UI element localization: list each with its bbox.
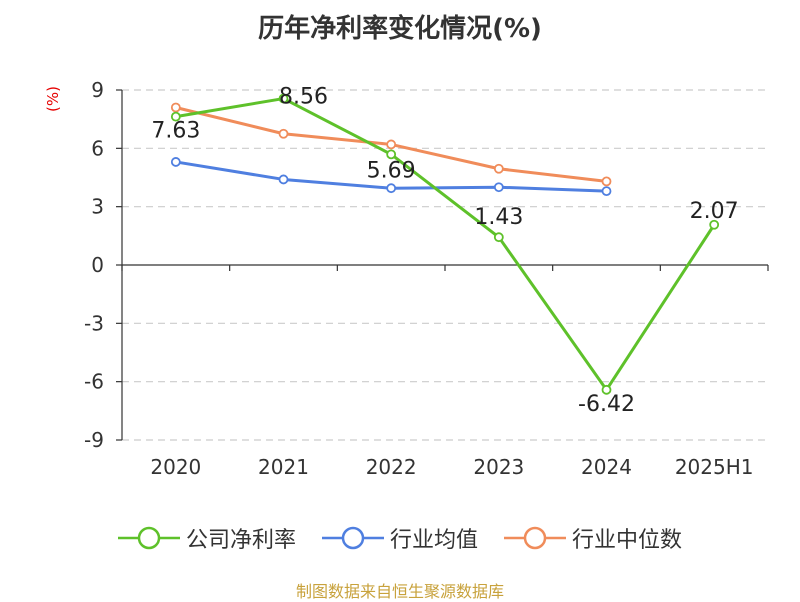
source-note: 制图数据来自恒生聚源数据库 xyxy=(295,582,504,601)
legend: 公司净利率 行业均值 行业中位数 xyxy=(0,522,800,554)
data-point xyxy=(601,186,612,197)
data-label: 2.07 xyxy=(690,199,739,224)
y-tick-label: -9 xyxy=(84,428,104,452)
y-tick-label: 9 xyxy=(91,78,104,102)
legend-item-industry-median[interactable]: 行业中位数 xyxy=(504,522,682,554)
x-tick-label: 2022 xyxy=(366,455,417,479)
legend-line-marker-icon xyxy=(117,526,180,550)
data-label: 8.56 xyxy=(279,85,328,110)
data-label: -6.42 xyxy=(578,392,635,417)
data-label: 1.43 xyxy=(474,205,523,230)
x-tick-label: 2024 xyxy=(581,455,632,479)
x-tick-label: 2021 xyxy=(258,455,309,479)
data-point xyxy=(170,102,181,113)
legend-item-net-margin[interactable]: 公司净利率 xyxy=(117,522,296,554)
y-tick-label: 0 xyxy=(91,253,104,277)
data-point xyxy=(493,182,504,193)
legend-line-marker-icon xyxy=(321,526,384,550)
y-tick-label: 6 xyxy=(91,136,104,160)
data-point xyxy=(278,93,289,104)
data-point xyxy=(386,149,397,160)
data-point xyxy=(709,219,720,230)
data-point xyxy=(170,111,181,122)
x-tick-label: 2023 xyxy=(473,455,524,479)
data-point xyxy=(493,232,504,243)
data-point xyxy=(386,139,397,150)
data-point xyxy=(601,384,612,395)
data-point xyxy=(386,183,397,194)
legend-label: 公司净利率 xyxy=(185,528,296,553)
legend-item-industry-mean[interactable]: 行业均值 xyxy=(321,522,478,554)
y-tick-label: 3 xyxy=(91,195,104,219)
data-point xyxy=(278,128,289,139)
data-point xyxy=(493,163,504,174)
y-tick-label: -3 xyxy=(84,311,104,335)
legend-label: 行业均值 xyxy=(389,528,478,553)
y-tick-label: -6 xyxy=(84,370,104,394)
series-line xyxy=(175,97,716,392)
data-point xyxy=(278,174,289,185)
x-tick-label: 2025H1 xyxy=(675,455,754,479)
legend-line-marker-icon xyxy=(504,526,566,550)
chart-title: 历年净利率变化情况(%) xyxy=(258,14,542,44)
data-label: 7.63 xyxy=(151,119,200,144)
x-tick-label: 2020 xyxy=(150,455,201,479)
data-label: 5.69 xyxy=(367,158,416,183)
data-point xyxy=(601,176,612,187)
legend-label: 行业中位数 xyxy=(572,528,683,553)
data-point xyxy=(170,157,181,167)
